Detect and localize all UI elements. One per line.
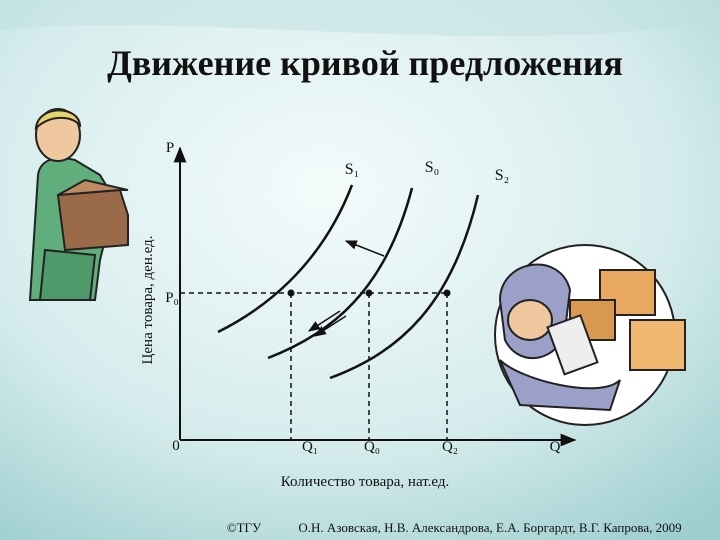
clerk-clipart	[494, 244, 686, 426]
shift-arrow	[313, 315, 347, 337]
supply-curve	[329, 194, 480, 380]
x-axis-label: Q	[550, 439, 561, 455]
quantity-label: Q₁	[302, 439, 318, 455]
quantity-label: Q₂	[442, 439, 458, 455]
point	[287, 289, 295, 297]
curve-label: S₂	[495, 167, 509, 184]
point	[443, 289, 451, 297]
worker-clipart	[28, 108, 129, 301]
x-axis-title: Количество товара, нат.ед.	[281, 474, 449, 490]
title: Движение кривой предложения	[107, 43, 623, 83]
point	[365, 289, 373, 297]
y-axis-label: P	[166, 140, 174, 156]
supply-curve	[267, 187, 414, 360]
copyright: ©ТГУ	[227, 520, 262, 535]
supply-curve	[217, 184, 354, 334]
quantity-label: Q₀	[364, 439, 380, 455]
origin-label: 0	[172, 438, 180, 454]
authors: О.Н. Азовская, Н.В. Александрова, Е.А. Б…	[298, 520, 681, 535]
background-wave	[0, 0, 720, 37]
price-label: P₀	[165, 290, 179, 306]
curve-label: S₁	[345, 161, 359, 178]
shift-arrow	[344, 240, 385, 257]
y-axis-title: Цена товара, ден.ед.	[140, 236, 156, 365]
curve-label: S₀	[425, 159, 439, 176]
